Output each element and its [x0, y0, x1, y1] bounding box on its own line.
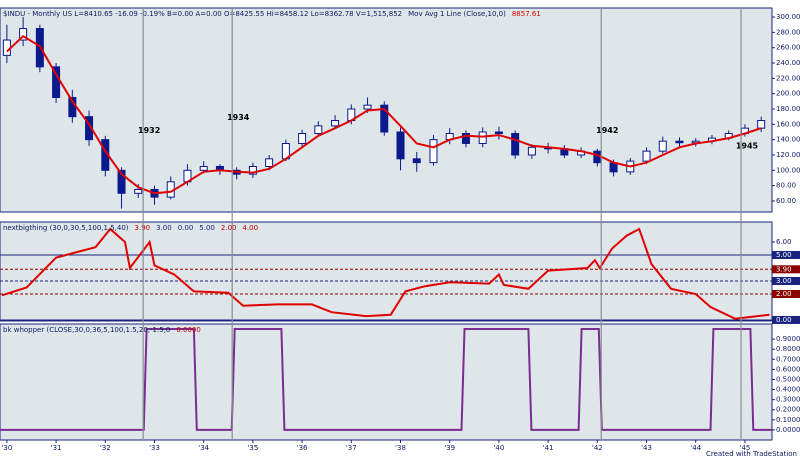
- candle-body: [363, 104, 372, 110]
- y-tick-label: 300.00: [776, 13, 800, 21]
- x-tick-label: '45: [740, 444, 751, 452]
- y-tick-label: 0.6000: [776, 365, 800, 373]
- y-tick-label: 0.5000: [776, 375, 800, 383]
- y-tick-label: 0.1000: [776, 416, 800, 424]
- series-line: [6, 34, 762, 195]
- x-tick-label: '37: [346, 444, 357, 452]
- annotation: 1932: [138, 126, 160, 135]
- y-tick-label: 0.7000: [776, 355, 800, 363]
- level-label: 3.90: [776, 265, 792, 273]
- candle-body: [396, 131, 405, 160]
- y-tick-label: 0.3000: [776, 396, 800, 404]
- x-tick-label: '35: [247, 444, 258, 452]
- level-label-box: [772, 289, 800, 298]
- y-tick-label: 180.00: [776, 105, 800, 113]
- y-tick-label: 0.9000: [776, 335, 800, 343]
- x-tick-label: '36: [297, 444, 308, 452]
- y-tick-label: 220.00: [776, 74, 800, 82]
- candle-body: [298, 133, 307, 144]
- y-tick-label: 200.00: [776, 90, 800, 98]
- candle-body: [412, 158, 421, 164]
- candle-body: [527, 146, 536, 156]
- y-tick-label: 160.00: [776, 120, 800, 128]
- level-label-box: [772, 251, 800, 259]
- y-tick-label: 0.2000: [776, 406, 800, 414]
- plot-value: 0.0000: [176, 326, 201, 334]
- candle-body: [642, 150, 651, 162]
- candle-body: [248, 165, 257, 175]
- candle-body: [380, 104, 389, 133]
- x-tick-label: '34: [198, 444, 209, 452]
- y-tick-label: 100.00: [776, 166, 800, 174]
- y-tick-label: 80.00: [776, 182, 796, 190]
- x-tick-label: '39: [444, 444, 455, 452]
- x-tick-label: '31: [51, 444, 62, 452]
- signal-pane: [0, 323, 773, 441]
- plot-value: 3.00: [156, 224, 172, 232]
- x-tick-label: '33: [149, 444, 160, 452]
- level-label-box: [772, 315, 800, 324]
- y-tick-label: 280.00: [776, 28, 800, 36]
- y-tick-label: 240.00: [776, 59, 800, 67]
- plot-value: 0.00: [178, 224, 194, 232]
- plot-value: 2.00: [221, 224, 237, 232]
- candle-body: [511, 133, 520, 156]
- candle-body: [429, 139, 438, 164]
- candle-body: [2, 39, 11, 56]
- x-tick-label: '43: [641, 444, 652, 452]
- level-label: 0.00: [776, 316, 792, 324]
- y-tick-label: 140.00: [776, 136, 800, 144]
- candle-body: [134, 188, 143, 194]
- x-tick-label: '38: [395, 444, 406, 452]
- series-line: [0, 328, 772, 431]
- level-label: 3.00: [776, 277, 792, 285]
- annotation: 1934: [227, 113, 250, 122]
- y-tick-label: 0.4000: [776, 386, 800, 394]
- candle-body: [494, 131, 503, 135]
- plot-value: 3.90: [135, 224, 151, 232]
- y-tick-label: 60.00: [776, 197, 796, 205]
- legend-entry: Mov Avg 1 Line (Close,10,0): [408, 10, 506, 18]
- series-line: [1, 227, 770, 320]
- candle-body: [199, 165, 208, 171]
- x-tick-label: '32: [100, 444, 111, 452]
- level-label-box: [772, 276, 800, 285]
- level-label: 2.00: [776, 290, 792, 298]
- candle-body: [478, 131, 487, 144]
- y-tick-label: 0.8000: [776, 345, 800, 353]
- candle-body: [314, 125, 323, 135]
- plot-value: 4.00: [242, 224, 258, 232]
- plot-value: 5.00: [199, 224, 215, 232]
- x-tick-label: '44: [690, 444, 701, 452]
- pane-title: $INDU - Monthly US L=8410.65 -16.09 -0.1…: [3, 10, 402, 18]
- level-label-box: [772, 265, 800, 274]
- x-tick-label: '40: [493, 444, 504, 452]
- y-tick-label: 6.00: [776, 238, 792, 246]
- y-tick-label: 120.00: [776, 151, 800, 159]
- candle-body: [19, 28, 28, 41]
- level-label: 5.00: [776, 251, 792, 259]
- annotation: 1942: [596, 126, 618, 135]
- candle-body: [675, 140, 684, 144]
- x-tick-label: '41: [543, 444, 554, 452]
- candle-body: [658, 140, 667, 152]
- footer: Created with TradeStation: [706, 450, 797, 458]
- pane-title: nextbigthing (30,0,30,5,100,1.5,40): [3, 224, 129, 232]
- candle-body: [331, 119, 340, 127]
- x-tick-label: '30: [1, 444, 12, 452]
- y-tick-label: 0.0000: [776, 426, 800, 434]
- last-value: 8857.61: [512, 10, 541, 18]
- pane-title: bk whopper (CLOSE,30,0,36,5,100,1.5,20,-…: [3, 326, 170, 334]
- candle-body: [265, 158, 274, 167]
- y-tick-label: 260.00: [776, 44, 800, 52]
- annotation: 1945: [736, 141, 759, 150]
- candle-body: [461, 133, 470, 144]
- x-tick-label: '42: [592, 444, 603, 452]
- candle-body: [757, 119, 766, 129]
- candle-body: [117, 169, 126, 194]
